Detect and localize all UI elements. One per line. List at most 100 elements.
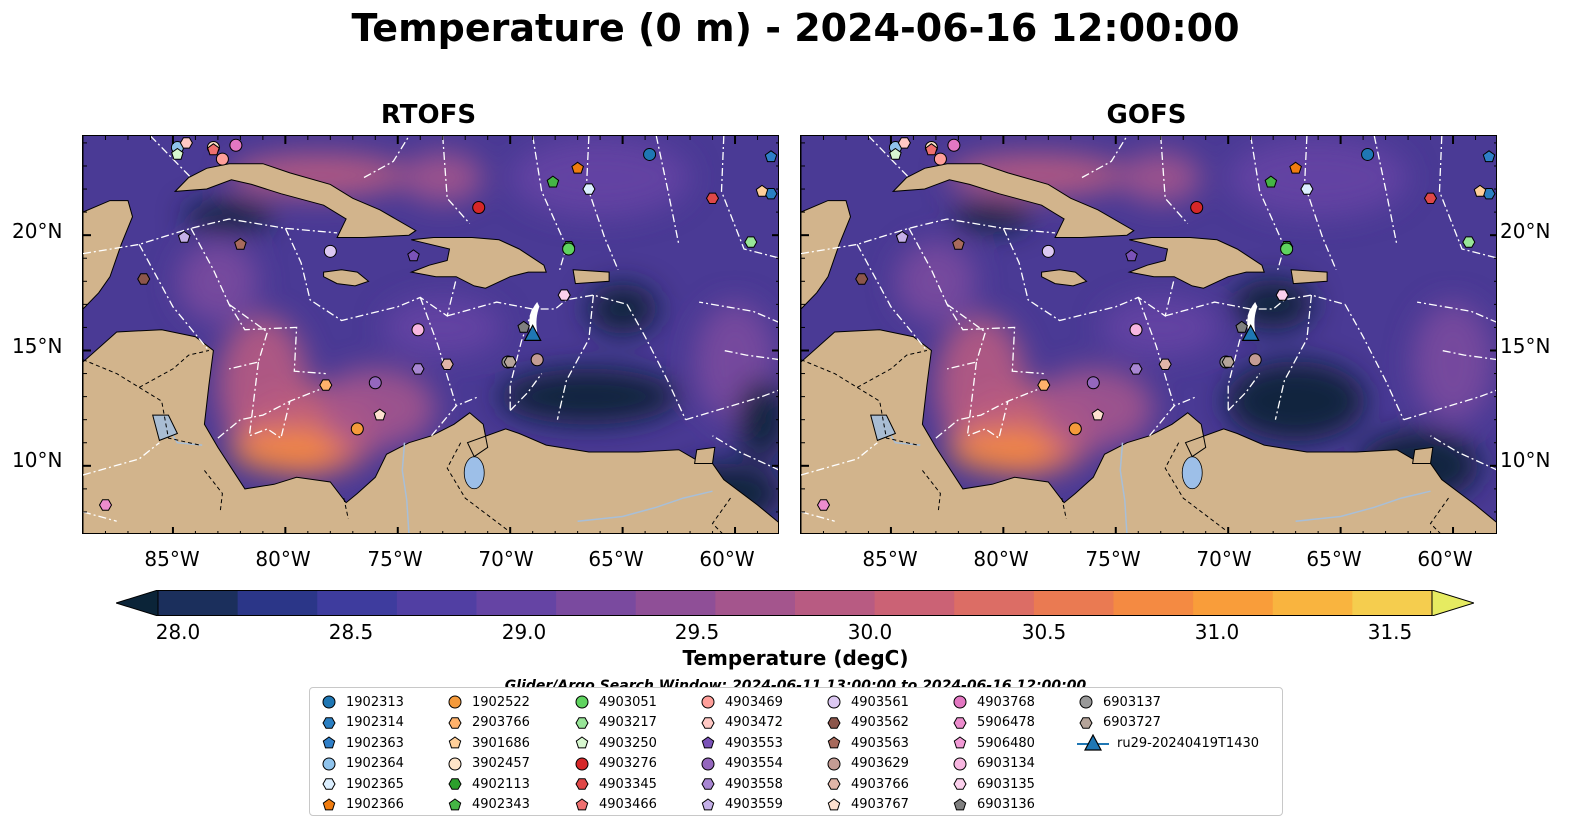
float-4903276[interactable] <box>1190 200 1204 214</box>
float-5906478[interactable] <box>816 499 831 511</box>
float-6903727[interactable] <box>503 356 517 368</box>
float-4903559[interactable] <box>895 230 909 243</box>
circle-marker-icon <box>448 757 462 770</box>
float-4903217[interactable] <box>744 236 758 248</box>
float-2903766[interactable] <box>1037 379 1051 391</box>
float-4903562[interactable] <box>137 273 151 285</box>
float-6903134[interactable] <box>411 323 425 337</box>
hexagon-marker-icon <box>953 778 967 790</box>
float-4903553[interactable] <box>1125 249 1138 262</box>
float-6903136[interactable] <box>517 320 530 333</box>
float-4903558[interactable] <box>411 363 425 375</box>
glider-marker[interactable] <box>1241 324 1260 341</box>
float-4903250[interactable] <box>889 147 902 160</box>
colorbar-bin <box>1113 590 1194 616</box>
float-4903051[interactable] <box>562 242 576 256</box>
float-3901686[interactable] <box>755 184 769 197</box>
legend-label: 4903629 <box>851 756 909 771</box>
float-1902365[interactable] <box>1300 183 1314 195</box>
lat-label-15n-left: 15°N <box>12 334 63 358</box>
float-4903051[interactable] <box>1280 242 1294 256</box>
float-1902365[interactable] <box>582 183 596 195</box>
float-6903135[interactable] <box>1275 289 1289 301</box>
argo-floats <box>816 137 1496 511</box>
legend-item: 4903250 <box>573 733 657 753</box>
float-3901686[interactable] <box>1473 184 1487 197</box>
colorbar-bin <box>1033 590 1114 616</box>
float-4903554[interactable] <box>1086 376 1100 390</box>
float-5906478[interactable] <box>98 499 113 511</box>
float-4902343[interactable] <box>546 175 560 188</box>
float-1902366[interactable] <box>1289 161 1302 174</box>
colorbar-bin <box>635 590 716 616</box>
float-4903466[interactable] <box>925 143 938 156</box>
float-1902363[interactable] <box>1482 150 1496 163</box>
legend-label: 4902343 <box>472 797 530 812</box>
axis-ticks <box>801 136 1496 533</box>
float-4903563[interactable] <box>234 237 247 250</box>
float-4903250[interactable] <box>171 147 184 160</box>
float-4903767[interactable] <box>373 408 387 421</box>
float-6903135[interactable] <box>557 289 571 301</box>
float-1902522[interactable] <box>1068 422 1082 436</box>
float-4903558[interactable] <box>1129 363 1143 375</box>
float-4903768[interactable] <box>229 138 243 152</box>
float-4903766[interactable] <box>440 358 454 370</box>
float-6903136[interactable] <box>1235 320 1248 333</box>
colorbar-tick: 29.0 <box>501 620 547 644</box>
legend-label: 4903767 <box>851 797 909 812</box>
colorbar-label: Temperature (degC) <box>682 646 909 670</box>
float-4903276[interactable] <box>472 200 486 214</box>
float-4903554[interactable] <box>368 376 382 390</box>
legend-item: 1902365 <box>320 774 404 794</box>
colorbar-extend-low <box>114 589 159 617</box>
legend-item: 4903563 <box>825 733 909 753</box>
float-1902366[interactable] <box>571 161 584 174</box>
float-4903345[interactable] <box>1423 192 1438 204</box>
colorbar-bin <box>556 590 637 616</box>
legend-label: 2903766 <box>472 715 530 730</box>
float-4903469[interactable] <box>933 152 947 166</box>
gofs-map[interactable] <box>800 135 1497 534</box>
float-4903469[interactable] <box>215 152 229 166</box>
temperature-colorbar <box>114 589 1476 617</box>
float-4903561[interactable] <box>1041 244 1055 258</box>
puerto-rico <box>1290 269 1328 285</box>
float-4903766[interactable] <box>1158 358 1172 370</box>
rtofs-map[interactable] <box>82 135 779 534</box>
float-4903472[interactable] <box>897 137 911 149</box>
float-4903217[interactable] <box>1462 236 1476 248</box>
glider-track <box>1247 302 1258 333</box>
legend-item: 5906480 <box>951 733 1035 753</box>
float-4903563[interactable] <box>952 237 965 250</box>
float-4902343[interactable] <box>1264 175 1278 188</box>
float-1902522[interactable] <box>350 422 364 436</box>
float-4903629[interactable] <box>1248 353 1262 367</box>
glider-marker[interactable] <box>523 324 542 341</box>
float-4903562[interactable] <box>855 273 869 285</box>
float-6903134[interactable] <box>1129 323 1143 337</box>
legend-item: 1902522 <box>446 692 530 712</box>
float-4903553[interactable] <box>407 249 420 262</box>
legend-item: 3901686 <box>446 733 530 753</box>
float-2903766[interactable] <box>319 379 333 391</box>
float-4903472[interactable] <box>179 137 193 149</box>
float-4903768[interactable] <box>947 138 961 152</box>
legend-label: 6903134 <box>977 756 1035 771</box>
puerto-rico <box>572 269 610 285</box>
trinidad <box>1412 446 1434 464</box>
lat-label-10n-right: 10°N <box>1500 448 1551 472</box>
glider-marker-icon <box>1077 734 1109 751</box>
float-1902363[interactable] <box>764 150 778 163</box>
float-4903629[interactable] <box>530 353 544 367</box>
float-4903561[interactable] <box>323 244 337 258</box>
float-4903767[interactable] <box>1091 408 1105 421</box>
legend-item: ru29-20240419T1430 <box>1077 733 1259 753</box>
hispaniola <box>1127 237 1265 289</box>
float-4903466[interactable] <box>207 143 220 156</box>
float-1902313[interactable] <box>1361 147 1375 161</box>
float-6903727[interactable] <box>1221 356 1235 368</box>
float-4903559[interactable] <box>177 230 191 243</box>
float-4903345[interactable] <box>705 192 720 204</box>
float-1902313[interactable] <box>643 147 657 161</box>
